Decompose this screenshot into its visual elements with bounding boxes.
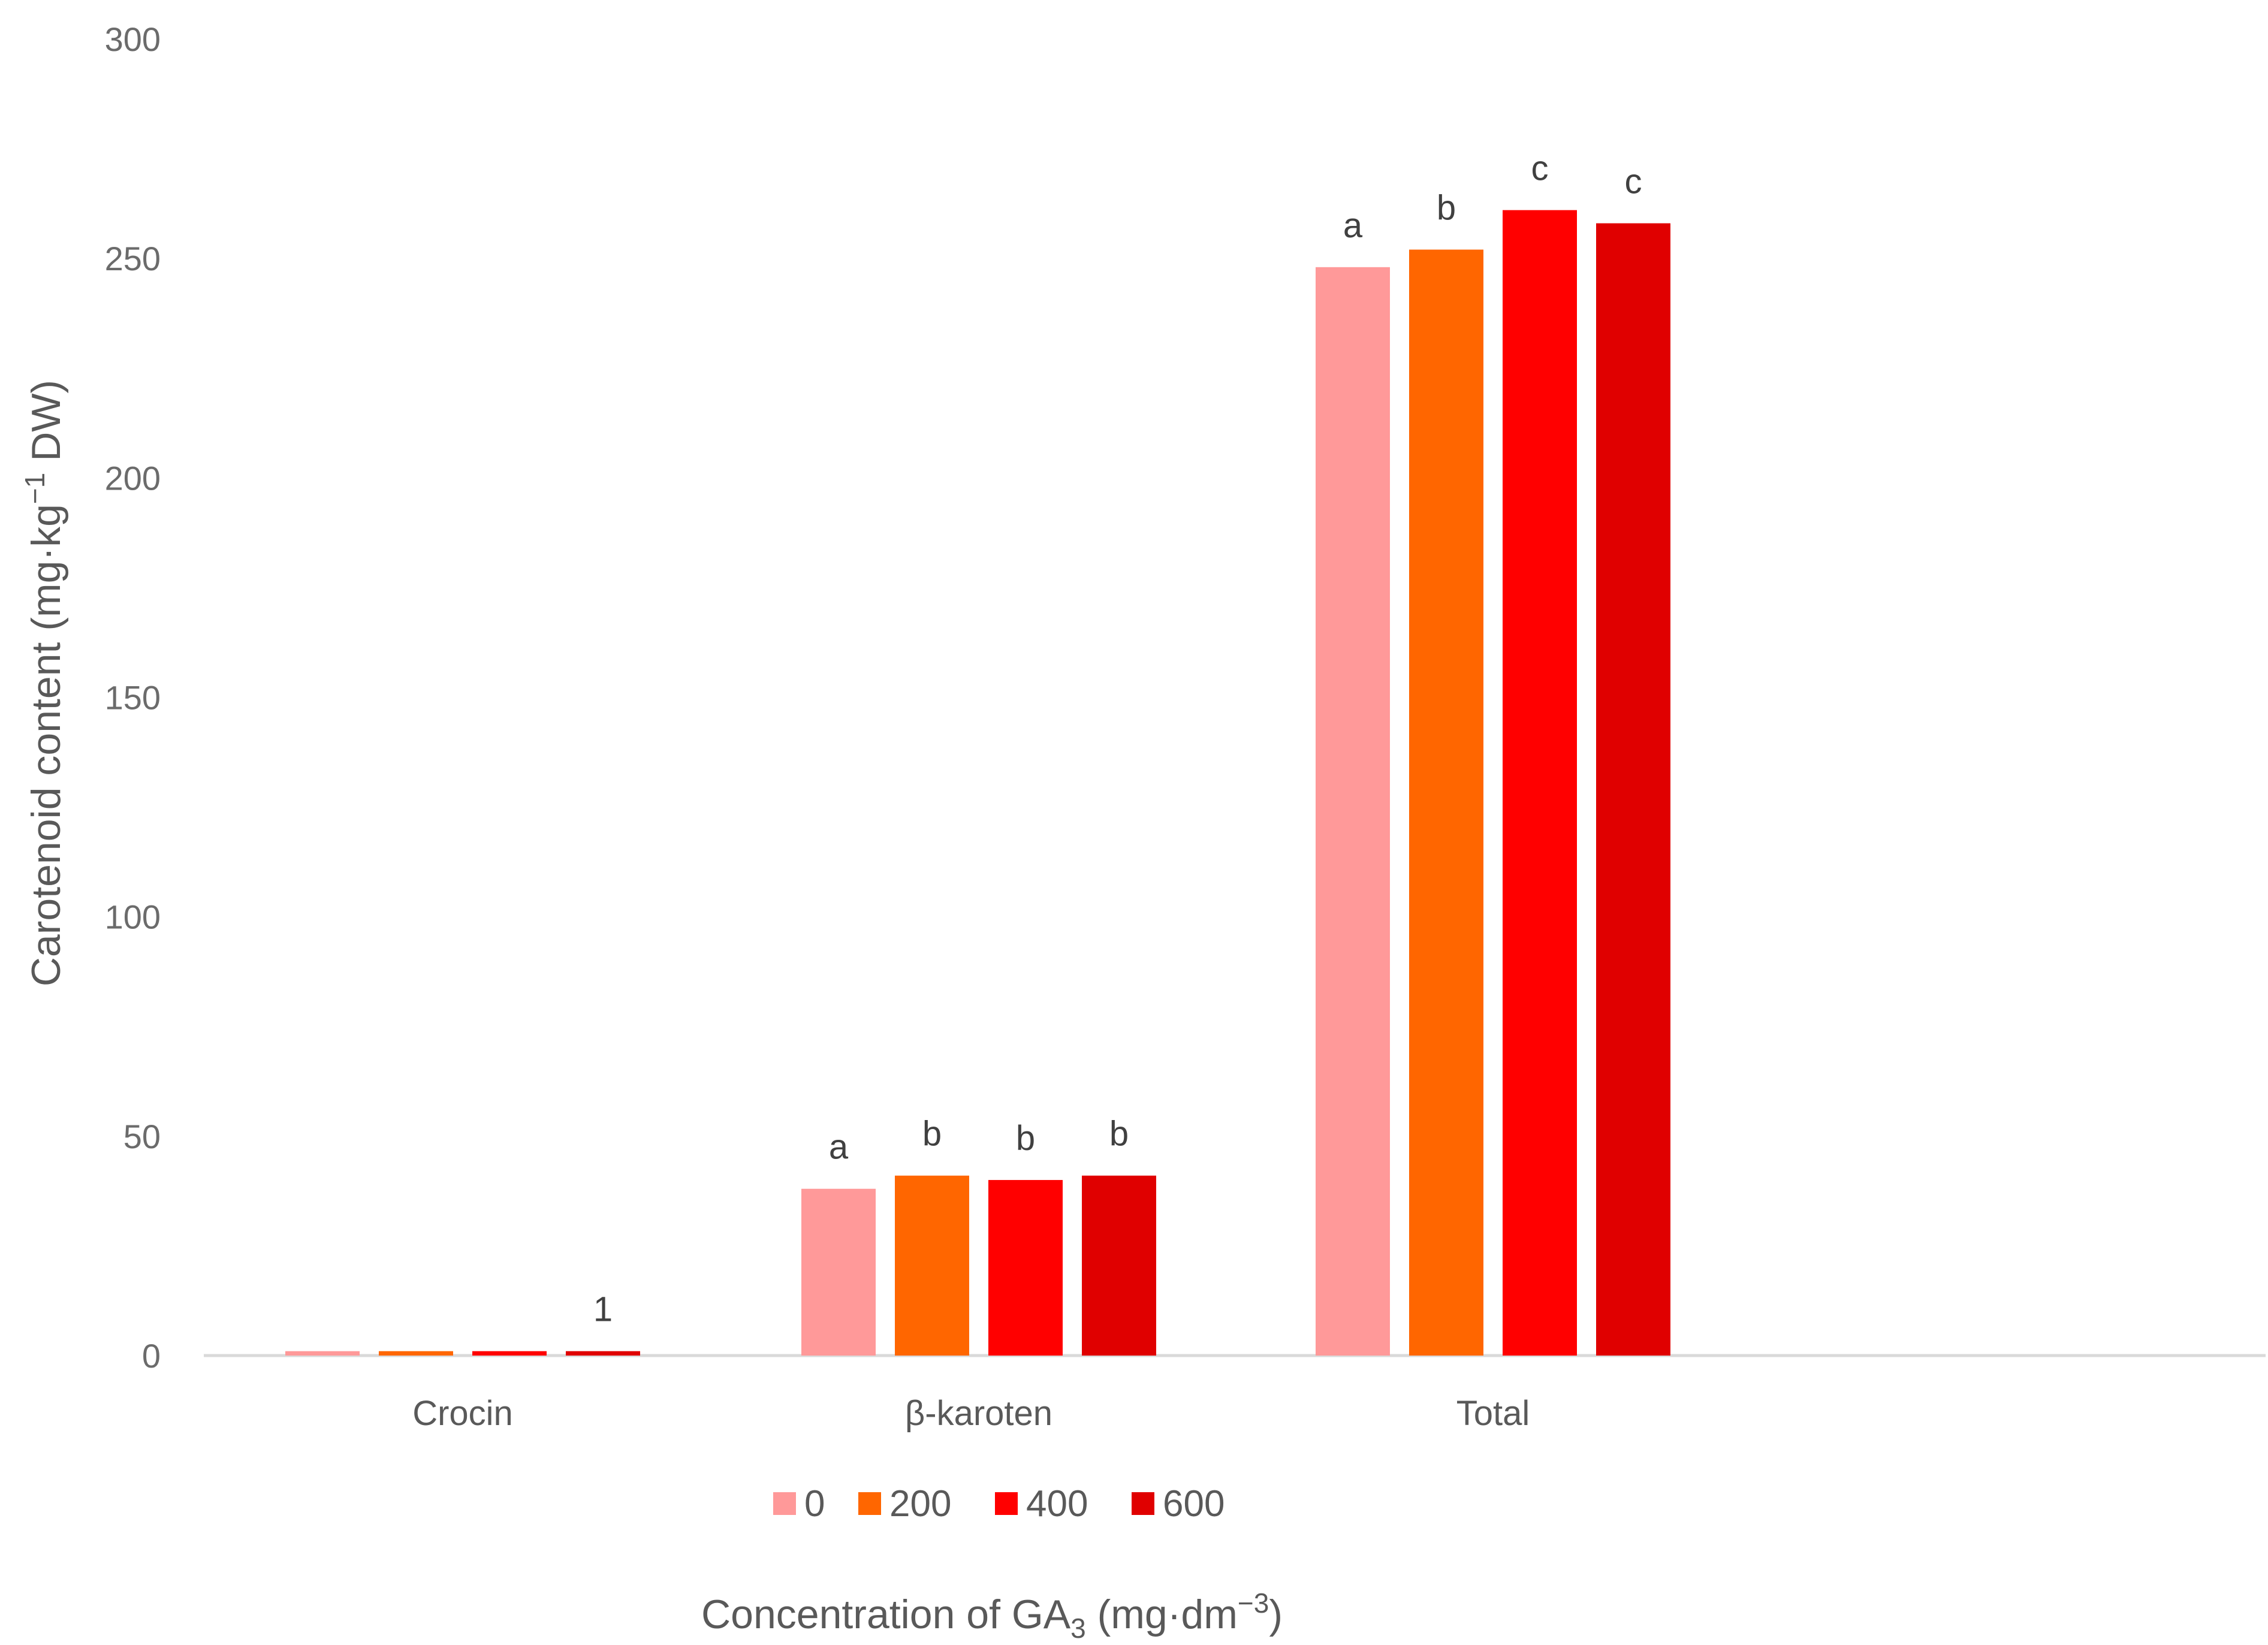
bar-400-Crocin [472,1351,547,1356]
y-tick-label: 300 [105,20,161,58]
bar-0-Crocin [285,1351,360,1356]
y-axis-ticks: 0 50 100 150 200 250 300 [105,20,161,1375]
data-label: a [829,1128,849,1167]
y-tick-label: 0 [142,1337,161,1375]
x-axis-title-sub: 3 [1070,1613,1086,1644]
bar-200-Total [1409,249,1483,1356]
category-label: Crocin [412,1394,513,1433]
bars [285,210,1670,1356]
category-label: β-karoten [905,1394,1052,1433]
data-label: b [1016,1119,1035,1158]
y-tick-label: 50 [123,1118,161,1155]
legend-label: 200 [889,1483,951,1525]
y-tick-label: 150 [105,679,161,717]
bar-200-β-karoten [895,1175,969,1356]
y-tick-label: 250 [105,240,161,277]
bar-200-Crocin [379,1351,453,1356]
y-axis-title-sup: −1 [19,473,50,504]
legend: 0 200 400 600 [773,1483,1225,1525]
bar-400-Total [1503,210,1577,1356]
data-label: c [1625,162,1642,201]
y-tick-label: 100 [105,898,161,936]
x-axis-title-end: (mg·dm [1086,1592,1238,1637]
x-axis-title-main: Concentration of GA [701,1592,1071,1637]
legend-swatch [773,1492,796,1515]
data-labels: a a b b b c 1 b c [593,149,1642,1329]
data-label: 1 [593,1290,613,1329]
y-tick-label: 200 [105,459,161,497]
y-axis-title-end: DW) [23,380,69,473]
bar-600-Crocin [566,1351,640,1356]
data-label: b [922,1115,942,1154]
x-axis-title-close: ) [1269,1592,1283,1637]
legend-label: 400 [1026,1483,1088,1525]
legend-swatch [1132,1492,1154,1515]
legend-label: 0 [804,1483,825,1525]
data-label: b [1437,189,1456,228]
data-label: c [1531,149,1549,188]
y-axis-title: Carotenoid content (mg·kg−1 DW) [19,380,69,986]
bar-0-Total [1316,267,1390,1356]
legend-swatch [995,1492,1018,1515]
legend-label: 600 [1163,1483,1225,1525]
bar-600-β-karoten [1082,1175,1156,1356]
y-axis-title-main: Carotenoid content (mg·kg [23,504,69,986]
bar-0-β-karoten [801,1188,876,1356]
bar-600-Total [1596,223,1670,1356]
category-label: Total [1456,1394,1530,1433]
bar-400-β-karoten [988,1180,1063,1356]
data-label: b [1109,1115,1129,1154]
x-axis-title: Concentration of GA3 (mg·dm−3) [701,1587,1283,1644]
category-labels: Crocin β-karoten Total [412,1394,1530,1433]
data-label: a [1343,206,1363,245]
legend-swatch [858,1492,881,1515]
x-axis-title-sup: −3 [1238,1587,1269,1619]
